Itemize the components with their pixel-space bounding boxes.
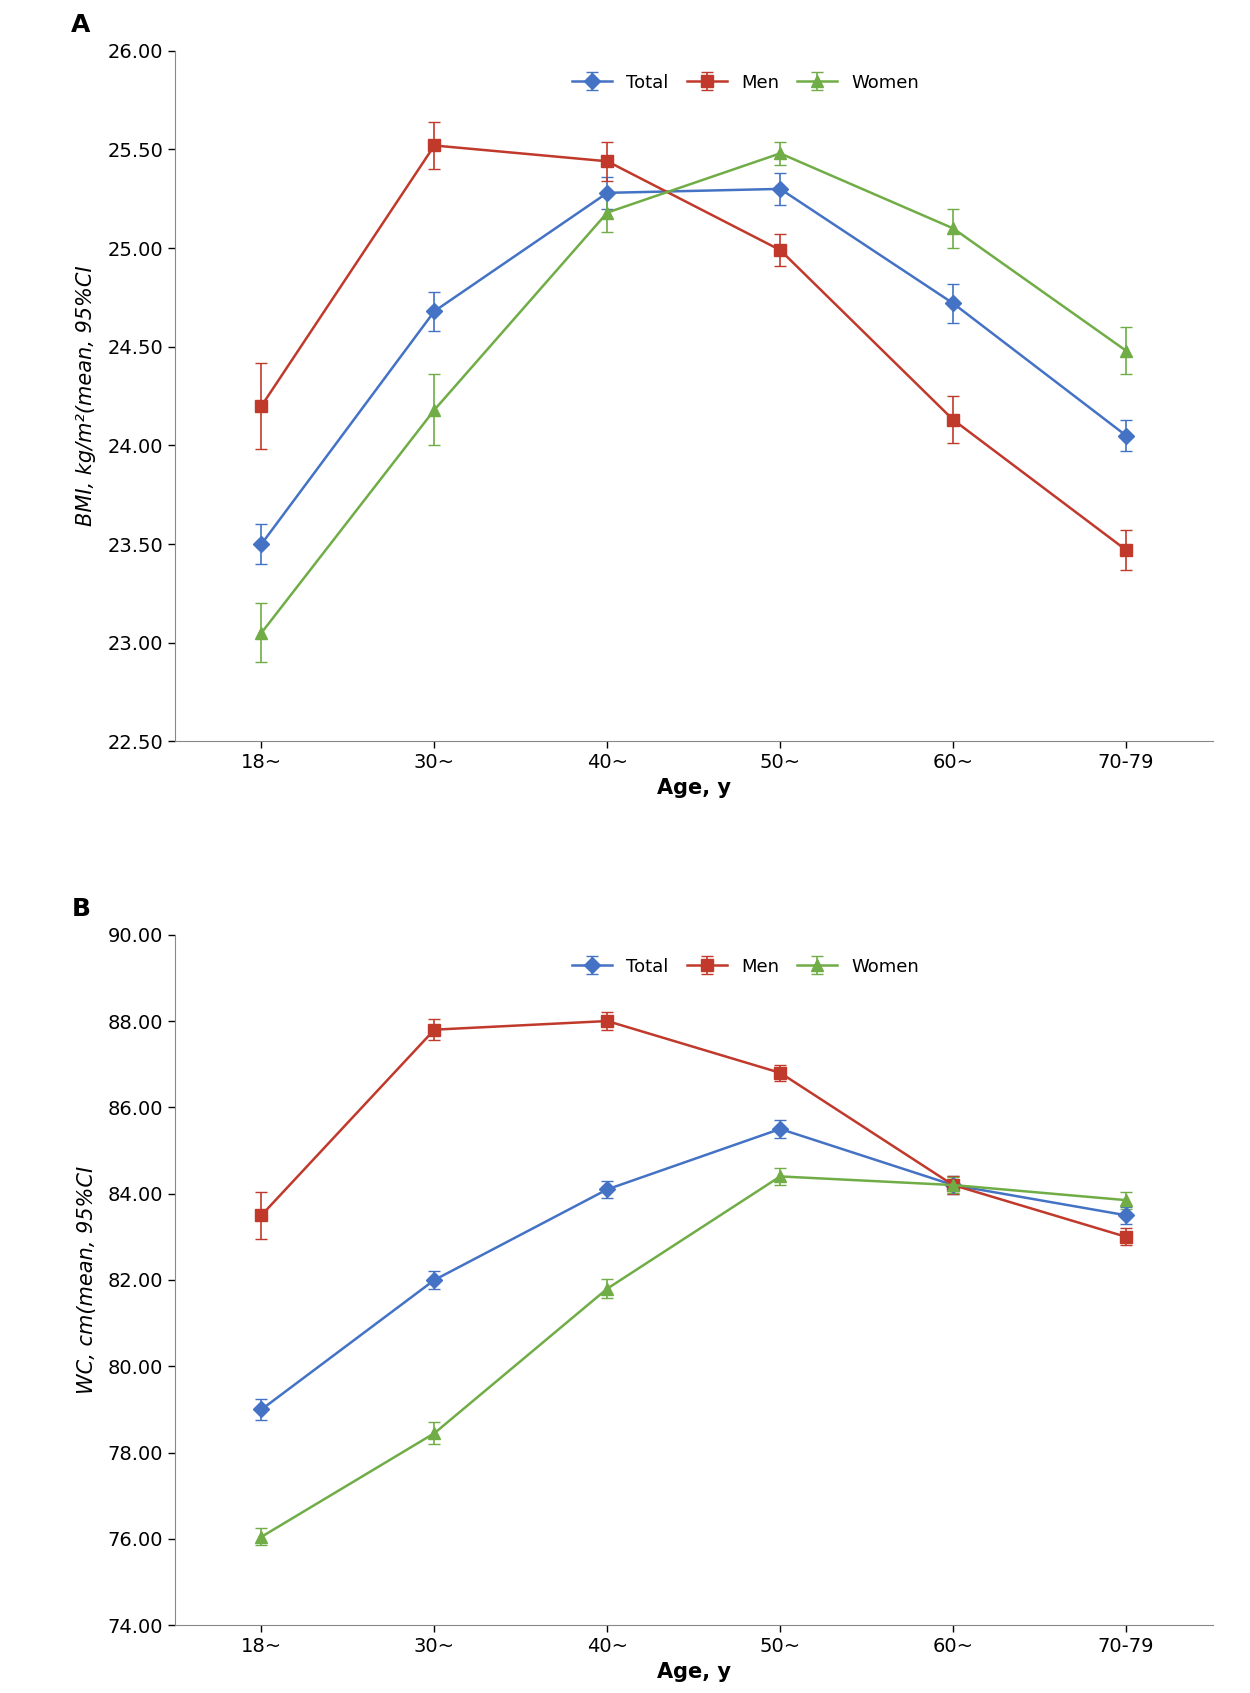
X-axis label: Age, y: Age, y — [656, 1661, 731, 1681]
Y-axis label: WC, cm(mean, 95%CI: WC, cm(mean, 95%CI — [76, 1166, 96, 1393]
Y-axis label: BMI, kg/m²(mean, 95%CI: BMI, kg/m²(mean, 95%CI — [76, 266, 96, 527]
Legend: Total, Men, Women: Total, Men, Women — [565, 951, 926, 984]
X-axis label: Age, y: Age, y — [656, 777, 731, 797]
Text: B: B — [71, 897, 90, 921]
Text: A: A — [71, 14, 91, 37]
Legend: Total, Men, Women: Total, Men, Women — [565, 66, 926, 100]
